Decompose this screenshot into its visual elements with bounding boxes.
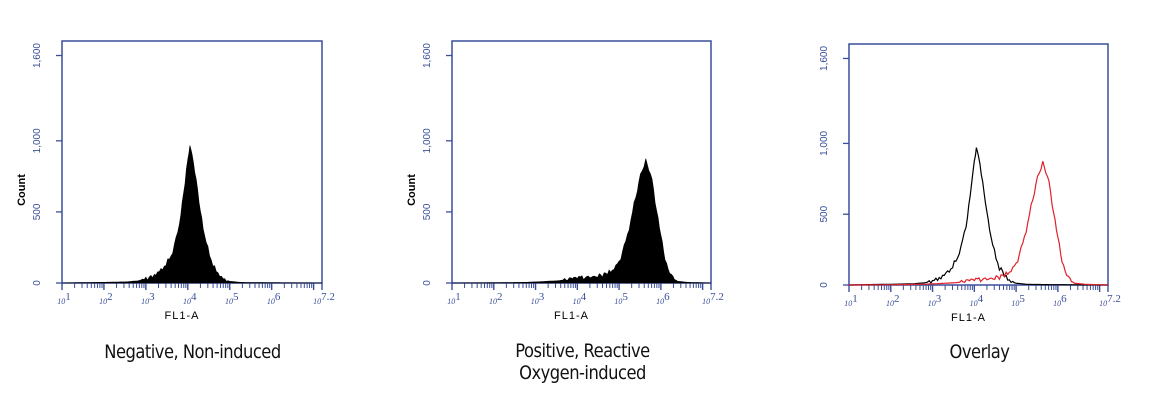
y-tick-label: 1,000 — [819, 130, 830, 155]
y-tick-label: 1,600 — [32, 43, 43, 68]
panel-positive: 0 500 1,000 1,600 Count 101 102 103 104 105 106 107… — [390, 0, 775, 400]
x-tick-label: 104 — [970, 293, 984, 308]
histogram-fill — [62, 145, 322, 284]
x-tick-label: 106 — [656, 291, 670, 306]
x-tick-label: 103 — [928, 293, 942, 308]
x-tick-label: 104 — [183, 291, 197, 306]
panel-overlay: 0 500 1,000 1,600 101 102 103 104 105 106 107.2 FL1… — [787, 0, 1155, 400]
x-tick-label: 103 — [141, 291, 155, 306]
plot-frame — [848, 43, 1109, 286]
x-tick-label: 102 — [886, 293, 900, 308]
histogram-line-negative — [849, 147, 1108, 286]
caption-overlay: Overlay — [814, 341, 1145, 363]
caption-positive: Positive, Reactive Oxygen-induced — [417, 340, 748, 384]
caption-line: Oxygen-induced — [519, 362, 646, 384]
x-tick-label: 101 — [844, 293, 858, 308]
x-tick-label: 102 — [489, 291, 503, 306]
y-tick-label: 1,000 — [32, 128, 43, 153]
caption-line: Negative, Non-induced — [104, 341, 281, 363]
caption-line: Overlay — [949, 341, 1010, 363]
y-tick-label: 500 — [422, 203, 433, 220]
histogram-overlay: 0 500 1,000 1,600 101 102 103 104 105 106 107.2 FL1… — [819, 43, 1121, 324]
x-tick-label: 101 — [57, 291, 71, 306]
plot-frame — [451, 40, 712, 284]
x-tick-label: 106 — [267, 291, 281, 306]
x-tick-label: 102 — [99, 291, 113, 306]
y-tick-label: 1,600 — [819, 46, 830, 71]
x-tick-label: 104 — [573, 291, 587, 306]
histogram-fill — [452, 158, 711, 284]
y-tick-label: 1,600 — [422, 43, 433, 68]
histogram-negative: 0 500 1,000 1,600 Count 101 102 103 104 105 106 107… — [16, 40, 335, 322]
x-tick-label: 106 — [1053, 293, 1067, 308]
x-tick-label: 105 — [225, 291, 239, 306]
y-tick-label: 500 — [32, 203, 43, 220]
y-axis-label: Count — [406, 174, 418, 206]
x-tick-label: 107.2 — [1099, 293, 1121, 308]
x-tick-label: 103 — [531, 291, 545, 306]
x-axis-label: FL1-A — [554, 310, 589, 322]
y-tick-label: 0 — [32, 280, 43, 286]
x-tick-label: 107.2 — [702, 291, 724, 306]
x-axis-label: FL1-A — [165, 310, 200, 322]
caption-line: Positive, Reactive — [515, 340, 650, 362]
x-tick-label: 107.2 — [313, 291, 335, 306]
x-tick-label: 101 — [447, 291, 461, 306]
y-tick-label: 1,000 — [422, 128, 433, 153]
y-tick-label: 500 — [819, 205, 830, 222]
panel-negative: 0 500 1,000 1,600 Count 101 102 103 104 105 106 107… — [0, 0, 385, 400]
x-tick-label: 105 — [614, 291, 628, 306]
caption-negative: Negative, Non-induced — [27, 341, 358, 363]
x-tick-label: 105 — [1011, 293, 1025, 308]
histogram-line-positive — [849, 161, 1108, 286]
histogram-positive: 0 500 1,000 1,600 Count 101 102 103 104 105 106 107… — [406, 40, 724, 322]
y-tick-label: 0 — [819, 282, 830, 288]
y-axis-label: Count — [16, 174, 28, 206]
y-tick-label: 0 — [422, 280, 433, 286]
x-axis-label: FL1-A — [951, 312, 986, 324]
